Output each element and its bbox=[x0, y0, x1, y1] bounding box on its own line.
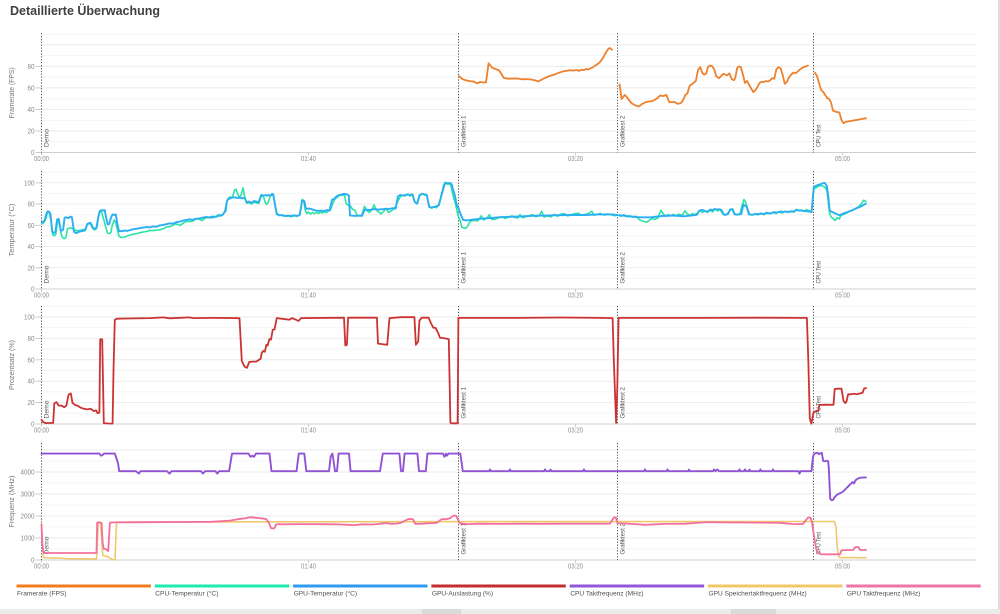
svg-text:Prozentsatz (%): Prozentsatz (%) bbox=[7, 340, 16, 390]
svg-text:Grafiktest 2: Grafiktest 2 bbox=[620, 523, 627, 555]
svg-text:60: 60 bbox=[28, 223, 35, 230]
svg-text:Demo: Demo bbox=[44, 400, 51, 418]
svg-text:1000: 1000 bbox=[21, 536, 35, 543]
svg-text:03:20: 03:20 bbox=[568, 562, 583, 571]
svg-text:40: 40 bbox=[28, 244, 35, 251]
svg-text:01:40: 01:40 bbox=[301, 562, 316, 571]
svg-text:03:20: 03:20 bbox=[568, 154, 583, 163]
svg-text:60: 60 bbox=[28, 85, 35, 92]
svg-text:03:20: 03:20 bbox=[568, 426, 583, 435]
svg-text:3000: 3000 bbox=[21, 492, 35, 499]
svg-text:Grafiktest 2: Grafiktest 2 bbox=[620, 115, 627, 147]
svg-text:01:40: 01:40 bbox=[301, 154, 316, 163]
svg-text:Framerate (FPS): Framerate (FPS) bbox=[17, 590, 66, 597]
svg-text:05:00: 05:00 bbox=[835, 426, 850, 435]
svg-text:00:00: 00:00 bbox=[34, 154, 49, 163]
svg-text:20: 20 bbox=[28, 129, 35, 136]
svg-text:4000: 4000 bbox=[21, 470, 35, 477]
svg-text:05:00: 05:00 bbox=[835, 562, 850, 571]
svg-text:00:00: 00:00 bbox=[34, 426, 49, 435]
svg-text:05:00: 05:00 bbox=[835, 291, 850, 300]
svg-text:Grafiktest 1: Grafiktest 1 bbox=[461, 252, 468, 284]
svg-text:Demo: Demo bbox=[44, 265, 51, 283]
svg-text:GPU Taktfrequenz (MHz): GPU Taktfrequenz (MHz) bbox=[847, 590, 921, 597]
svg-text:40: 40 bbox=[28, 107, 35, 114]
svg-text:Grafiktest 1: Grafiktest 1 bbox=[461, 387, 468, 419]
svg-text:Grafiktest 2: Grafiktest 2 bbox=[620, 252, 627, 284]
svg-text:CPU Test: CPU Test bbox=[816, 124, 823, 147]
svg-text:Temperatur (°C): Temperatur (°C) bbox=[7, 203, 16, 256]
svg-text:CPU Taktfrequenz (MHz): CPU Taktfrequenz (MHz) bbox=[570, 590, 643, 597]
svg-text:40: 40 bbox=[28, 379, 35, 386]
svg-text:20: 20 bbox=[28, 265, 35, 272]
svg-text:0: 0 bbox=[31, 150, 35, 157]
svg-text:01:40: 01:40 bbox=[301, 291, 316, 300]
svg-text:2000: 2000 bbox=[21, 514, 35, 521]
svg-text:0: 0 bbox=[31, 422, 35, 429]
svg-text:0: 0 bbox=[31, 287, 35, 294]
svg-text:0: 0 bbox=[31, 558, 35, 565]
svg-text:00:00: 00:00 bbox=[34, 291, 49, 300]
svg-text:Grafiktest 2: Grafiktest 2 bbox=[620, 387, 627, 419]
svg-text:Frequenz (MHz): Frequenz (MHz) bbox=[7, 475, 16, 527]
svg-text:80: 80 bbox=[28, 202, 35, 209]
svg-text:GPU-Temperatur (°C): GPU-Temperatur (°C) bbox=[294, 589, 357, 597]
svg-text:100: 100 bbox=[24, 315, 35, 322]
svg-text:03:20: 03:20 bbox=[568, 291, 583, 300]
svg-text:60: 60 bbox=[28, 357, 35, 364]
svg-text:80: 80 bbox=[28, 336, 35, 343]
svg-text:Demo: Demo bbox=[44, 129, 51, 147]
svg-text:Grafiktest 1: Grafiktest 1 bbox=[461, 115, 468, 147]
svg-text:80: 80 bbox=[28, 64, 35, 71]
svg-text:00:00: 00:00 bbox=[34, 562, 49, 571]
svg-text:Grafiktest 1: Grafiktest 1 bbox=[461, 523, 468, 555]
svg-text:Framerate (FPS): Framerate (FPS) bbox=[7, 67, 16, 118]
svg-text:CPU Test: CPU Test bbox=[816, 532, 823, 555]
svg-text:GPU Speichertaktfrequenz (MHz): GPU Speichertaktfrequenz (MHz) bbox=[709, 590, 807, 597]
svg-text:CPU-Temperatur (°C): CPU-Temperatur (°C) bbox=[155, 589, 218, 597]
svg-text:20: 20 bbox=[28, 400, 35, 407]
svg-text:Demo: Demo bbox=[44, 536, 51, 554]
svg-text:GPU-Auslastung (%): GPU-Auslastung (%) bbox=[432, 590, 493, 597]
svg-text:100: 100 bbox=[24, 180, 35, 187]
svg-text:01:40: 01:40 bbox=[301, 426, 316, 435]
svg-text:05:00: 05:00 bbox=[835, 154, 850, 163]
svg-text:CPU Test: CPU Test bbox=[816, 261, 823, 284]
